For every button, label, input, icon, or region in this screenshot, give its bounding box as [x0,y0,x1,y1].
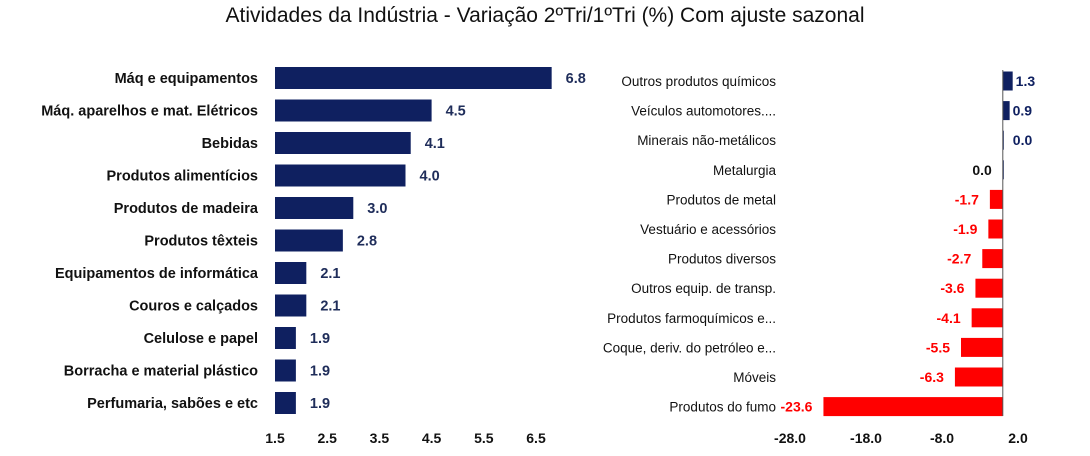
right-bar-12 [823,397,1003,417]
right-value-label-1: 1.3 [1016,73,1036,89]
right-category-label-5: Produtos de metal [666,192,776,207]
right-value-label-3: 0.0 [1013,132,1033,148]
right-category-label-4: Metalurgia [713,163,777,178]
left-value-label-7: 2.1 [320,266,340,282]
left-x-tick-6: 6.5 [526,430,546,446]
right-x-tick-2: -18.0 [850,430,882,446]
right-category-label-9: Produtos farmoquímicos e... [607,311,776,326]
left-category-label-8: Couros e calçados [129,299,258,315]
right-value-label-11: -6.3 [920,369,944,385]
right-bar-8 [975,278,1003,298]
left-category-label-5: Produtos de madeira [114,201,259,217]
left-bar-11 [275,392,296,414]
left-value-label-9: 1.9 [310,331,330,347]
left-bar-3 [275,132,411,154]
left-value-label-8: 2.1 [320,299,340,315]
left-bar-7 [275,262,307,284]
right-bar-10 [961,337,1003,357]
right-category-label-2: Veículos automotores.... [631,104,776,119]
right-bar-6 [988,219,1003,239]
left-category-label-4: Produtos alimentícios [107,169,258,185]
right-value-label-6: -1.9 [953,221,977,237]
right-category-label-8: Outros equip. de transp. [631,281,776,296]
left-category-label-1: Máq e equipamentos [115,71,258,87]
left-bar-1 [275,67,552,89]
right-category-label-6: Vestuário e acessórios [640,222,776,237]
right-x-tick-1: -28.0 [774,430,806,446]
left-bar-5 [275,197,354,219]
left-value-label-3: 4.1 [425,136,445,152]
right-category-label-7: Produtos diversos [668,252,776,267]
right-value-label-8: -3.6 [940,280,964,296]
left-x-tick-1: 1.5 [265,430,285,446]
left-value-label-6: 2.8 [357,234,377,250]
left-category-label-6: Produtos têxteis [144,234,258,250]
right-x-tick-4: 2.0 [1008,430,1028,446]
left-value-label-2: 4.5 [446,104,466,120]
left-bar-8 [275,294,307,317]
left-bar-4 [275,164,406,187]
left-category-label-3: Bebidas [202,136,258,152]
chart-title: Atividades da Indústria - Variação 2ºTri… [225,4,865,27]
left-x-tick-3: 3.5 [370,430,390,446]
left-category-label-9: Celulose e papel [144,331,258,347]
left-bar-9 [275,327,296,349]
left-value-label-5: 3.0 [367,201,387,217]
left-value-label-11: 1.9 [310,396,330,412]
right-bar-7 [982,249,1003,269]
left-x-tick-4: 4.5 [422,430,442,446]
right-bar-1 [1002,71,1013,91]
left-bar-10 [275,359,296,382]
left-bar-2 [275,99,432,122]
left-category-label-7: Equipamentos de informática [55,266,259,282]
left-x-tick-2: 2.5 [317,430,337,446]
left-x-tick-5: 5.5 [474,430,494,446]
right-value-label-10: -5.5 [926,339,950,355]
right-bar-5 [989,189,1003,209]
right-value-label-7: -2.7 [947,251,971,267]
right-category-label-3: Minerais não-metálicos [637,133,776,148]
left-category-label-11: Perfumaria, sabões e etc [87,396,258,412]
right-x-tick-3: -8.0 [930,430,954,446]
right-value-label-5: -1.7 [955,191,979,207]
right-bar-2 [1002,101,1010,121]
right-bar-11 [954,367,1003,387]
left-value-label-1: 6.8 [566,71,586,87]
right-value-label-9: -4.1 [937,310,961,326]
left-value-label-4: 4.0 [420,169,440,185]
left-bar-6 [275,229,343,252]
right-value-label-4: 0.0 [972,162,992,178]
right-category-label-10: Coque, deriv. do petróleo e... [603,340,776,355]
right-category-label-12: Produtos do fumo [669,400,776,415]
right-value-label-2: 0.9 [1013,103,1033,119]
right-bar-9 [971,308,1003,328]
right-value-label-12: -23.6 [781,399,813,415]
left-value-label-10: 1.9 [310,364,330,380]
left-category-label-2: Máq. aparelhos e mat. Elétricos [41,104,258,120]
right-category-label-11: Móveis [733,370,776,385]
left-category-label-10: Borracha e material plástico [64,364,258,380]
right-category-label-1: Outros produtos químicos [621,74,776,89]
